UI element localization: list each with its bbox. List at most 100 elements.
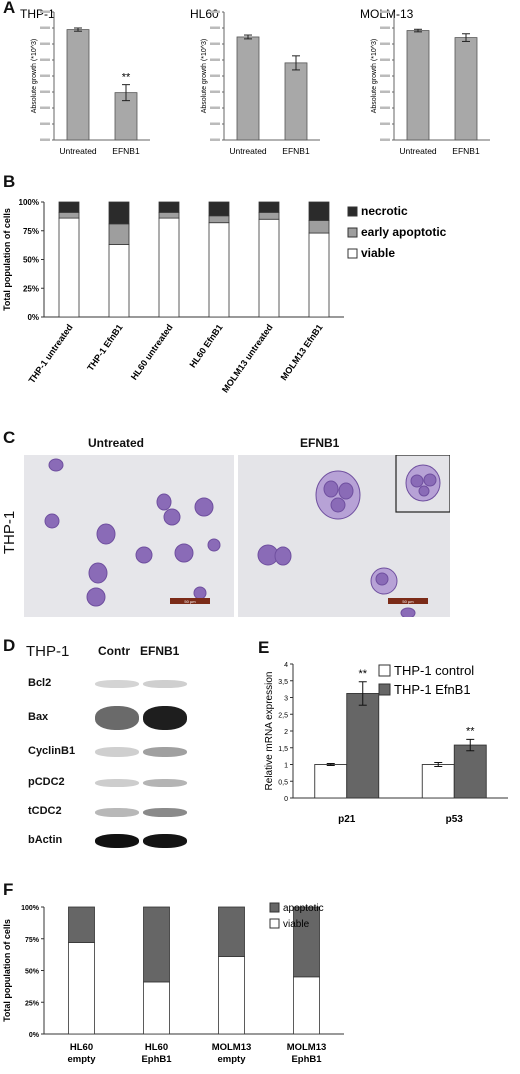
significance-label: ** bbox=[358, 668, 367, 680]
blot-band bbox=[143, 779, 187, 787]
bar-segment bbox=[308, 201, 330, 221]
y-tick-label bbox=[210, 74, 220, 77]
legend-swatch bbox=[347, 248, 358, 259]
bar-segment bbox=[158, 217, 180, 318]
y-tick-label: 1 bbox=[284, 763, 288, 770]
blot-band bbox=[95, 747, 139, 757]
growth-chart-thp1: THP-1 Absolute growth (*10^3) Untreated EFN… bbox=[20, 7, 150, 156]
y-tick-label: 100% bbox=[21, 905, 40, 912]
y-tick-label bbox=[380, 138, 390, 141]
legend-swatch bbox=[378, 664, 391, 677]
blot-row-label: Bcl2 bbox=[28, 677, 52, 689]
bar bbox=[236, 36, 260, 141]
y-tick-label bbox=[380, 58, 390, 61]
panel-letter-e: E bbox=[258, 638, 270, 657]
blot-col-efnb1: EFNB1 bbox=[140, 644, 180, 658]
y-axis-label: Total population of cells bbox=[2, 919, 12, 1022]
significance-label: ** bbox=[466, 725, 475, 737]
panel-letter-b: B bbox=[3, 172, 16, 191]
scale-bar-label-left: 50 µm bbox=[184, 599, 196, 604]
y-axis-label: Absolute growth (*10^3) bbox=[371, 39, 378, 114]
category-label: Untreated bbox=[59, 146, 97, 156]
bar-segment bbox=[258, 211, 280, 220]
category-label: MOLM13 untreated bbox=[220, 322, 275, 394]
y-tick-label: 2,5 bbox=[278, 712, 288, 719]
y-tick-label bbox=[40, 10, 50, 13]
y-tick-label: 0% bbox=[27, 313, 39, 322]
category-label: Untreated bbox=[399, 146, 437, 156]
chart-title: THP-1 bbox=[20, 7, 55, 21]
bar bbox=[454, 37, 478, 141]
micro-side-label: THP-1 bbox=[1, 510, 19, 555]
y-tick-label bbox=[380, 74, 390, 77]
bar-segment bbox=[58, 211, 80, 219]
category-label: HL60 empty bbox=[68, 1042, 97, 1065]
y-tick-label bbox=[40, 42, 50, 45]
category-label: p21 bbox=[338, 814, 356, 825]
micro-untreated-label: Untreated bbox=[88, 436, 145, 450]
y-tick-label: 50% bbox=[25, 969, 40, 976]
blot-row-label: pCDC2 bbox=[28, 776, 65, 788]
scale-bar-label-right: 50 µm bbox=[402, 599, 414, 604]
bar bbox=[346, 693, 380, 799]
y-tick-label: 25% bbox=[25, 1000, 40, 1007]
panel-letter-c: C bbox=[3, 428, 16, 447]
legend-label: necrotic bbox=[361, 204, 408, 218]
y-tick-label bbox=[210, 106, 220, 109]
category-label: THP-1 untreated bbox=[27, 322, 75, 385]
blot-row-label: Bax bbox=[28, 711, 49, 723]
y-tick-label bbox=[380, 106, 390, 109]
legend-label: apoptotic bbox=[283, 903, 324, 914]
y-tick-label bbox=[40, 90, 50, 93]
bar-segment bbox=[208, 215, 230, 224]
y-tick-label: 4 bbox=[284, 662, 288, 669]
blot-band bbox=[95, 834, 139, 848]
bar bbox=[421, 764, 455, 799]
bar-segment bbox=[308, 232, 330, 318]
bar-segment bbox=[158, 211, 180, 219]
bar-segment bbox=[108, 244, 130, 318]
y-tick-label: 2 bbox=[284, 729, 288, 736]
bar-segment bbox=[108, 223, 130, 245]
category-label: MOLM13 EphB1 bbox=[287, 1042, 327, 1065]
significance-label: ** bbox=[122, 72, 131, 84]
y-tick-label bbox=[380, 122, 390, 125]
blot-band bbox=[95, 779, 139, 787]
blot-row-label: CyclinB1 bbox=[28, 745, 76, 757]
legend-label: THP-1 control bbox=[394, 663, 474, 678]
blot-title: THP-1 bbox=[26, 643, 70, 660]
y-tick-label bbox=[380, 42, 390, 45]
growth-chart-hl60: HL60 Absolute growth (*10^3) Untreated EFNB… bbox=[190, 7, 320, 156]
y-tick-label bbox=[40, 106, 50, 109]
y-tick-label bbox=[40, 26, 50, 29]
category-label: HL60 EfnB1 bbox=[187, 322, 224, 369]
blot-band bbox=[95, 680, 139, 688]
y-tick-label: 75% bbox=[23, 227, 39, 236]
legend-swatch bbox=[269, 918, 280, 929]
mrna-expression-chart: Relative mRNA expression 0 0,5 1 1,5 2 2,5 3 3,5… bbox=[264, 662, 508, 825]
category-label: MOLM13 empty bbox=[212, 1042, 252, 1065]
y-axis-label: Absolute growth (*10^3) bbox=[31, 39, 38, 114]
bar-segment bbox=[58, 217, 80, 318]
viability-stacked-chart: Total population of cells 0% 25% 50% 75% 100%… bbox=[2, 198, 447, 395]
bar-segment bbox=[208, 222, 230, 318]
blot-band bbox=[143, 807, 187, 817]
y-tick-label: 3,5 bbox=[278, 679, 288, 686]
y-tick-label bbox=[210, 122, 220, 125]
y-axis-label: Relative mRNA expression bbox=[264, 672, 275, 791]
y-tick-label bbox=[40, 58, 50, 61]
blot-band bbox=[95, 807, 139, 817]
bar bbox=[453, 744, 487, 799]
bar-segment bbox=[58, 201, 80, 213]
bar-segment bbox=[68, 942, 95, 1035]
y-tick-label bbox=[210, 58, 220, 61]
y-tick-label bbox=[210, 90, 220, 93]
category-label: EFNB1 bbox=[282, 146, 310, 156]
bar-segment bbox=[258, 201, 280, 213]
blot-col-contr: Contr bbox=[98, 644, 130, 658]
category-label: EFNB1 bbox=[452, 146, 480, 156]
bar bbox=[406, 30, 430, 141]
bar-segment bbox=[218, 906, 245, 957]
bar-segment bbox=[293, 906, 320, 978]
blot-row-label: bActin bbox=[28, 834, 63, 846]
